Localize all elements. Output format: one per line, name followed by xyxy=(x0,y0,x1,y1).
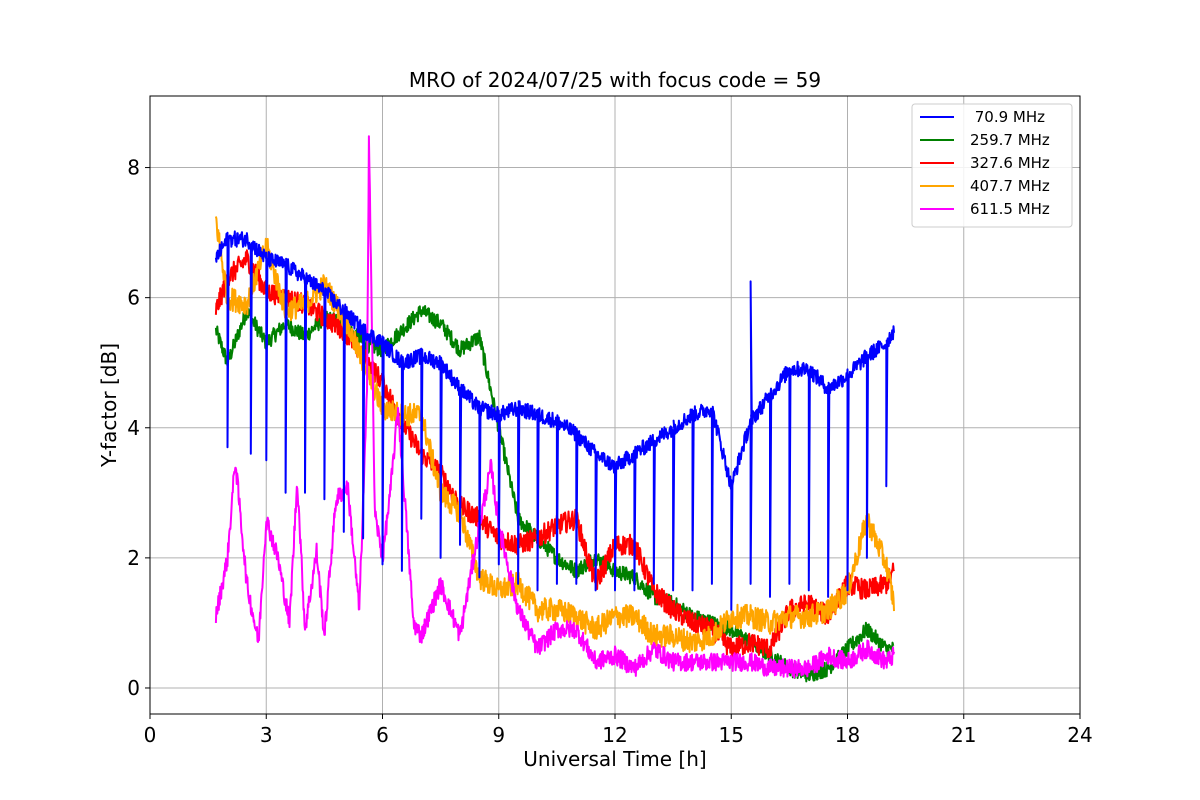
series-line-4 xyxy=(214,135,895,679)
y-tick-label: 0 xyxy=(127,676,140,700)
x-tick-label: 24 xyxy=(1067,723,1092,747)
x-tick-label: 3 xyxy=(260,723,273,747)
legend-entry: 611.5 MHz xyxy=(970,200,1050,218)
x-tick-label: 0 xyxy=(144,723,157,747)
x-axis-label: Universal Time [h] xyxy=(523,747,706,771)
y-tick-label: 2 xyxy=(127,546,140,570)
legend-box xyxy=(911,103,1073,228)
series-line-0 xyxy=(214,230,895,611)
chart-title: MRO of 2024/07/25 with focus code = 59 xyxy=(409,68,821,92)
x-tick-label: 12 xyxy=(602,723,627,747)
legend-entry: 407.7 MHz xyxy=(970,177,1050,195)
y-tick-label: 4 xyxy=(127,416,140,440)
series-line-2 xyxy=(214,249,895,659)
legend-entry: 327.6 MHz xyxy=(970,154,1050,172)
x-tick-label: 18 xyxy=(835,723,860,747)
legend-entry: 259.7 MHz xyxy=(970,131,1050,149)
legend-entry: 70.9 MHz xyxy=(970,108,1045,126)
y-tick-label: 6 xyxy=(127,286,140,310)
x-tick-label: 21 xyxy=(951,723,976,747)
legend: 70.9 MHz 259.7 MHz 327.6 MHz 407.7 MHz 611.5… xyxy=(911,103,1073,228)
x-axis: 0 3 6 9 12 15 18 21 24 xyxy=(144,714,1093,747)
y-axis-label: Y-factor [dB] xyxy=(97,343,121,468)
x-tick-label: 15 xyxy=(719,723,744,747)
y-axis: 0 2 4 6 8 xyxy=(127,156,150,700)
x-tick-label: 9 xyxy=(492,723,505,747)
y-tick-label: 8 xyxy=(127,156,140,180)
x-tick-label: 6 xyxy=(376,723,389,747)
series-layer xyxy=(214,135,895,683)
